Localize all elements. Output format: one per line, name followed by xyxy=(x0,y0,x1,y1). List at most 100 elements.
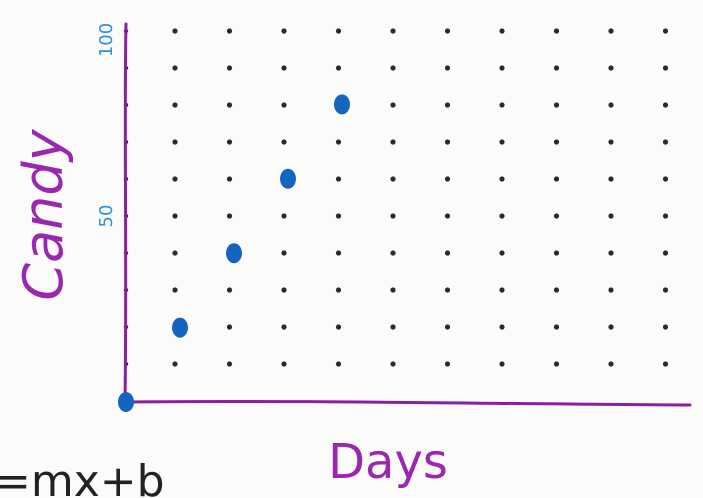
grid-dot xyxy=(444,176,451,182)
grid-dot xyxy=(499,28,505,34)
grid-dot xyxy=(608,361,614,367)
x-axis-label: Days xyxy=(328,434,448,490)
grid-dot xyxy=(662,102,669,108)
grid-dot xyxy=(444,287,451,293)
grid-dot xyxy=(553,250,560,256)
grid-dot xyxy=(662,139,669,145)
grid-dot xyxy=(444,102,451,108)
grid-dot xyxy=(390,213,396,219)
grid-dot xyxy=(335,324,342,330)
grid-dot xyxy=(172,287,178,293)
grid-dot xyxy=(553,361,560,367)
grid-dot xyxy=(226,65,233,71)
grid-dot xyxy=(608,324,614,330)
grid-dot xyxy=(172,102,178,108)
grid-dot xyxy=(281,324,287,330)
grid-dot xyxy=(553,139,560,145)
grid-dot xyxy=(608,139,614,145)
grid-dot xyxy=(608,28,614,34)
grid-dot xyxy=(335,287,342,293)
grid-dot xyxy=(172,213,178,219)
chart-axes xyxy=(122,22,692,407)
grid-dot xyxy=(499,361,505,367)
grid-dot xyxy=(662,250,669,256)
grid-dot xyxy=(390,324,396,330)
y-axis-line xyxy=(123,22,128,404)
grid-dot xyxy=(172,65,178,71)
data-point xyxy=(280,168,296,189)
grid-dot xyxy=(553,324,560,330)
grid-dot xyxy=(226,139,233,145)
grid-dot xyxy=(444,361,451,367)
data-points xyxy=(118,94,350,412)
grid-dot xyxy=(608,250,614,256)
grid-dot xyxy=(335,65,342,71)
grid-dot xyxy=(553,176,560,182)
grid-dot xyxy=(444,65,451,71)
grid-dot xyxy=(226,102,233,108)
grid-dot xyxy=(281,361,287,367)
grid-dot xyxy=(226,361,233,367)
grid-dot xyxy=(390,102,396,108)
grid-dot xyxy=(662,28,669,34)
grid-dot xyxy=(499,213,505,219)
grid-dot xyxy=(281,65,287,71)
grid-dot xyxy=(662,176,669,182)
grid-dot xyxy=(172,176,178,182)
grid-dot xyxy=(281,28,287,34)
grid-dot xyxy=(226,28,233,34)
grid-dot xyxy=(226,287,233,293)
equation-text: =mx+b xyxy=(0,456,165,498)
grid-dot xyxy=(608,65,614,71)
grid-dot xyxy=(553,213,560,219)
y-tick-labels: 50 100 xyxy=(96,23,117,228)
grid-dot xyxy=(662,65,669,71)
grid-dot xyxy=(226,324,233,330)
grid-dot xyxy=(662,361,669,367)
grid-dot xyxy=(608,176,614,182)
grid-dot xyxy=(172,250,178,256)
grid-dot xyxy=(281,139,287,145)
data-point xyxy=(334,94,350,115)
grid-dot xyxy=(390,65,396,71)
grid-dot xyxy=(553,28,560,34)
grid-dot xyxy=(172,139,178,145)
grid-dot xyxy=(608,102,614,108)
grid-dot xyxy=(444,250,451,256)
grid-dot xyxy=(226,176,233,182)
grid-dot xyxy=(335,28,342,34)
grid-dot xyxy=(281,287,287,293)
grid-dot xyxy=(390,250,396,256)
grid-dot xyxy=(444,324,451,330)
grid-dot xyxy=(444,28,451,34)
grid-dot xyxy=(444,139,451,145)
grid-dot xyxy=(499,250,505,256)
grid-dot xyxy=(335,250,342,256)
grid-dot xyxy=(335,139,342,145)
grid-dot xyxy=(662,324,669,330)
y-tick-label: 100 xyxy=(96,23,117,57)
grid-dot xyxy=(553,65,560,71)
grid-dot xyxy=(335,176,342,182)
grid-dot xyxy=(281,250,287,256)
grid-dot xyxy=(281,213,287,219)
dot-grid xyxy=(123,28,669,367)
x-axis-line xyxy=(122,399,692,407)
grid-dot xyxy=(172,28,178,34)
grid-dot xyxy=(553,102,560,108)
grid-dot xyxy=(390,287,396,293)
data-point xyxy=(172,317,188,338)
grid-dot xyxy=(499,324,505,330)
grid-dot xyxy=(662,213,669,219)
grid-dot xyxy=(390,176,396,182)
grid-dot xyxy=(608,287,614,293)
grid-dot xyxy=(608,213,614,219)
grid-dot xyxy=(281,102,287,108)
grid-dot xyxy=(226,213,233,219)
grid-dot xyxy=(172,361,178,367)
grid-dot xyxy=(499,139,505,145)
grid-dot xyxy=(499,287,505,293)
grid-dot xyxy=(335,361,342,367)
grid-dot xyxy=(335,213,342,219)
